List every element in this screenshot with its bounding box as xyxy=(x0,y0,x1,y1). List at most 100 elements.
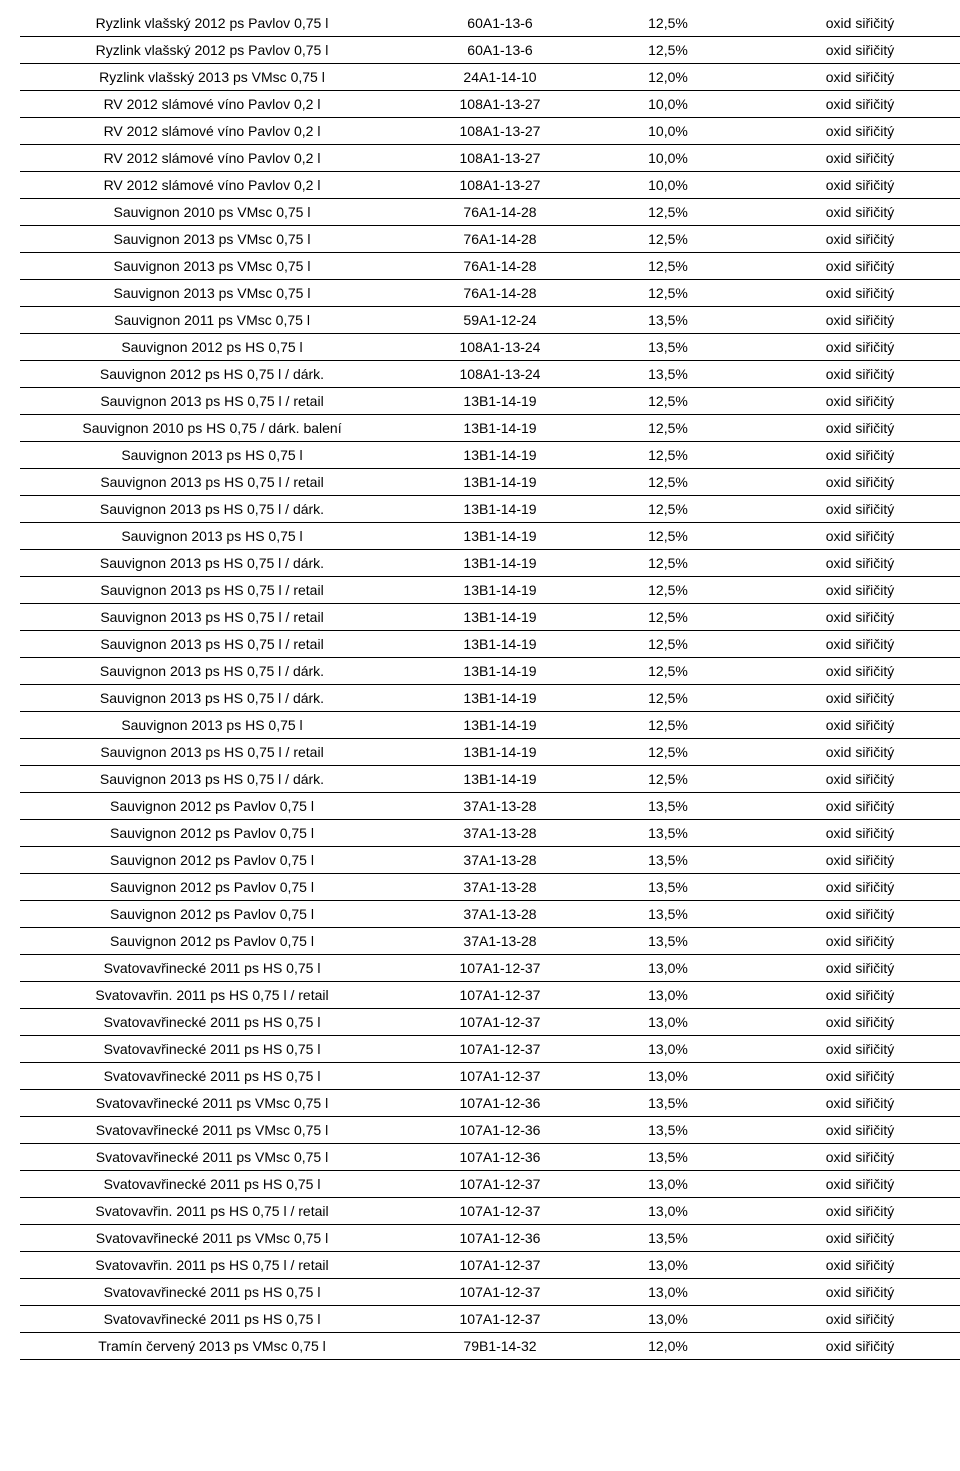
cell-note: oxid siřičitý xyxy=(740,1144,960,1171)
cell-name: Svatovavřinecké 2011 ps HS 0,75 l xyxy=(20,1171,404,1198)
cell-code: 107A1-12-37 xyxy=(404,1198,596,1225)
cell-code: 13B1-14-19 xyxy=(404,415,596,442)
cell-note: oxid siřičitý xyxy=(740,442,960,469)
cell-percent: 12,5% xyxy=(596,253,740,280)
cell-name: Sauvignon 2013 ps VMsc 0,75 l xyxy=(20,226,404,253)
cell-code: 60A1-13-6 xyxy=(404,10,596,37)
cell-percent: 13,0% xyxy=(596,1306,740,1333)
cell-name: Sauvignon 2012 ps Pavlov 0,75 l xyxy=(20,847,404,874)
cell-code: 13B1-14-19 xyxy=(404,550,596,577)
cell-note: oxid siřičitý xyxy=(740,307,960,334)
table-row: Sauvignon 2012 ps HS 0,75 l108A1-13-2413… xyxy=(20,334,960,361)
cell-code: 107A1-12-37 xyxy=(404,1252,596,1279)
cell-name: Svatovavřinecké 2011 ps VMsc 0,75 l xyxy=(20,1117,404,1144)
table-row: Sauvignon 2013 ps HS 0,75 l / retail13B1… xyxy=(20,388,960,415)
cell-code: 13B1-14-19 xyxy=(404,631,596,658)
cell-name: Sauvignon 2013 ps HS 0,75 l xyxy=(20,442,404,469)
cell-code: 60A1-13-6 xyxy=(404,37,596,64)
cell-percent: 10,0% xyxy=(596,91,740,118)
table-row: Sauvignon 2013 ps HS 0,75 l / retail13B1… xyxy=(20,631,960,658)
table-row: Svatovavřin. 2011 ps HS 0,75 l / retail1… xyxy=(20,982,960,1009)
table-row: Sauvignon 2013 ps HS 0,75 l / dárk.13B1-… xyxy=(20,685,960,712)
cell-code: 24A1-14-10 xyxy=(404,64,596,91)
cell-name: Sauvignon 2013 ps HS 0,75 l / retail xyxy=(20,469,404,496)
cell-name: Svatovavřin. 2011 ps HS 0,75 l / retail xyxy=(20,1198,404,1225)
cell-note: oxid siřičitý xyxy=(740,1117,960,1144)
table-row: Ryzlink vlašský 2012 ps Pavlov 0,75 l60A… xyxy=(20,37,960,64)
cell-code: 108A1-13-24 xyxy=(404,334,596,361)
cell-code: 107A1-12-36 xyxy=(404,1144,596,1171)
cell-percent: 13,5% xyxy=(596,307,740,334)
cell-note: oxid siřičitý xyxy=(740,658,960,685)
cell-code: 13B1-14-19 xyxy=(404,685,596,712)
cell-name: Sauvignon 2012 ps Pavlov 0,75 l xyxy=(20,901,404,928)
cell-name: Sauvignon 2013 ps HS 0,75 l / dárk. xyxy=(20,766,404,793)
cell-name: RV 2012 slámové víno Pavlov 0,2 l xyxy=(20,91,404,118)
cell-percent: 12,5% xyxy=(596,739,740,766)
cell-note: oxid siřičitý xyxy=(740,118,960,145)
cell-code: 37A1-13-28 xyxy=(404,901,596,928)
cell-name: Sauvignon 2013 ps HS 0,75 l / retail xyxy=(20,577,404,604)
cell-note: oxid siřičitý xyxy=(740,712,960,739)
cell-name: Sauvignon 2012 ps Pavlov 0,75 l xyxy=(20,793,404,820)
cell-code: 107A1-12-37 xyxy=(404,1171,596,1198)
cell-code: 107A1-12-36 xyxy=(404,1090,596,1117)
table-row: Svatovavřinecké 2011 ps HS 0,75 l107A1-1… xyxy=(20,1063,960,1090)
table-row: Sauvignon 2013 ps HS 0,75 l / retail13B1… xyxy=(20,577,960,604)
cell-name: Sauvignon 2013 ps HS 0,75 l xyxy=(20,523,404,550)
cell-percent: 13,0% xyxy=(596,1198,740,1225)
cell-note: oxid siřičitý xyxy=(740,64,960,91)
table-row: Sauvignon 2013 ps HS 0,75 l / dárk.13B1-… xyxy=(20,550,960,577)
cell-percent: 12,5% xyxy=(596,10,740,37)
cell-code: 37A1-13-28 xyxy=(404,928,596,955)
cell-name: Sauvignon 2013 ps HS 0,75 l / dárk. xyxy=(20,685,404,712)
table-row: Svatovavřin. 2011 ps HS 0,75 l / retail1… xyxy=(20,1252,960,1279)
cell-percent: 13,5% xyxy=(596,820,740,847)
cell-code: 13B1-14-19 xyxy=(404,712,596,739)
cell-percent: 13,5% xyxy=(596,928,740,955)
table-row: Svatovavřinecké 2011 ps HS 0,75 l107A1-1… xyxy=(20,1009,960,1036)
cell-percent: 12,5% xyxy=(596,388,740,415)
cell-note: oxid siřičitý xyxy=(740,334,960,361)
cell-name: Sauvignon 2013 ps VMsc 0,75 l xyxy=(20,280,404,307)
table-row: Ryzlink vlašský 2012 ps Pavlov 0,75 l60A… xyxy=(20,10,960,37)
cell-code: 37A1-13-28 xyxy=(404,820,596,847)
cell-percent: 12,0% xyxy=(596,1333,740,1360)
cell-code: 59A1-12-24 xyxy=(404,307,596,334)
table-row: RV 2012 slámové víno Pavlov 0,2 l108A1-1… xyxy=(20,145,960,172)
cell-percent: 12,5% xyxy=(596,37,740,64)
cell-name: Svatovavřinecké 2011 ps VMsc 0,75 l xyxy=(20,1225,404,1252)
cell-name: Sauvignon 2013 ps HS 0,75 l xyxy=(20,712,404,739)
cell-percent: 13,0% xyxy=(596,982,740,1009)
cell-percent: 12,5% xyxy=(596,226,740,253)
cell-note: oxid siřičitý xyxy=(740,226,960,253)
cell-note: oxid siřičitý xyxy=(740,145,960,172)
table-row: Sauvignon 2013 ps HS 0,75 l13B1-14-1912,… xyxy=(20,442,960,469)
cell-name: Sauvignon 2010 ps HS 0,75 / dárk. balení xyxy=(20,415,404,442)
cell-code: 108A1-13-27 xyxy=(404,172,596,199)
cell-name: RV 2012 slámové víno Pavlov 0,2 l xyxy=(20,145,404,172)
cell-note: oxid siřičitý xyxy=(740,388,960,415)
cell-code: 107A1-12-36 xyxy=(404,1117,596,1144)
table-row: Svatovavřinecké 2011 ps HS 0,75 l107A1-1… xyxy=(20,955,960,982)
cell-code: 107A1-12-37 xyxy=(404,1306,596,1333)
table-row: Svatovavřinecké 2011 ps VMsc 0,75 l107A1… xyxy=(20,1225,960,1252)
table-row: Sauvignon 2013 ps HS 0,75 l / retail13B1… xyxy=(20,604,960,631)
cell-code: 107A1-12-37 xyxy=(404,955,596,982)
table-row: RV 2012 slámové víno Pavlov 0,2 l108A1-1… xyxy=(20,172,960,199)
cell-percent: 13,0% xyxy=(596,1279,740,1306)
cell-percent: 10,0% xyxy=(596,145,740,172)
cell-note: oxid siřičitý xyxy=(740,901,960,928)
table-row: Svatovavřinecké 2011 ps HS 0,75 l107A1-1… xyxy=(20,1279,960,1306)
cell-note: oxid siřičitý xyxy=(740,955,960,982)
cell-percent: 10,0% xyxy=(596,118,740,145)
cell-code: 107A1-12-36 xyxy=(404,1225,596,1252)
table-row: Sauvignon 2010 ps VMsc 0,75 l76A1-14-281… xyxy=(20,199,960,226)
cell-percent: 13,5% xyxy=(596,901,740,928)
cell-name: Sauvignon 2013 ps HS 0,75 l / dárk. xyxy=(20,658,404,685)
cell-code: 13B1-14-19 xyxy=(404,766,596,793)
table-row: Sauvignon 2010 ps HS 0,75 / dárk. balení… xyxy=(20,415,960,442)
cell-note: oxid siřičitý xyxy=(740,1279,960,1306)
cell-name: Svatovavřinecké 2011 ps VMsc 0,75 l xyxy=(20,1144,404,1171)
cell-percent: 12,5% xyxy=(596,496,740,523)
